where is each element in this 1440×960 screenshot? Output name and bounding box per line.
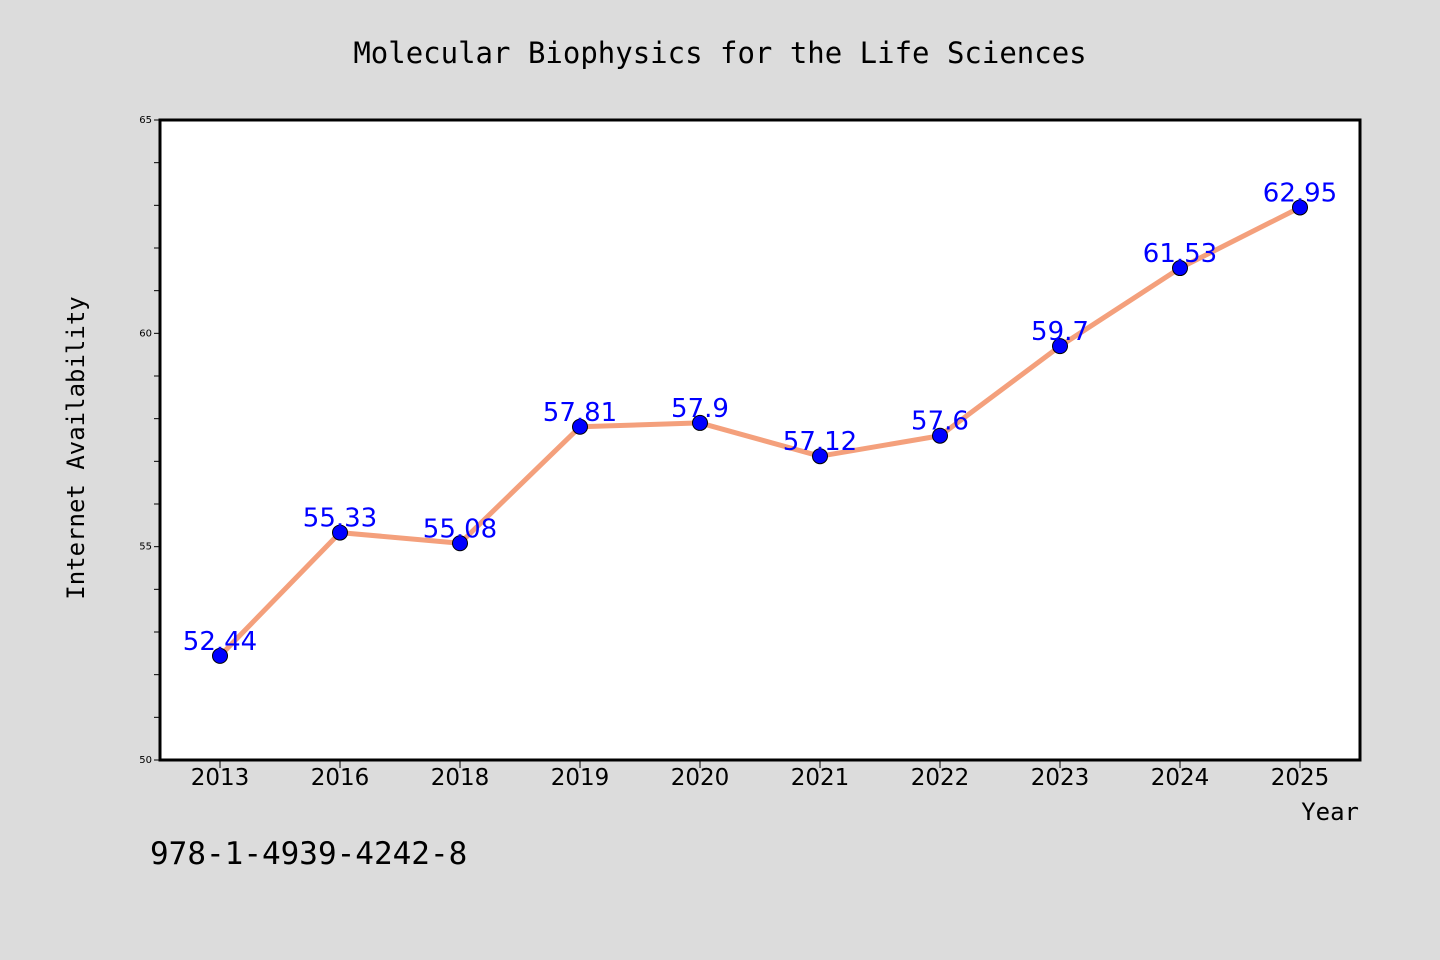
data-point	[812, 448, 828, 465]
data-point	[932, 427, 948, 444]
y-axis-title: Internet Availability	[62, 296, 90, 599]
x-tick-label: 2021	[791, 765, 850, 791]
data-label: 62.95	[1263, 178, 1337, 208]
y-tick-label: 55	[139, 542, 152, 553]
chart-title: Molecular Biophysics for the Life Scienc…	[353, 36, 1086, 70]
x-axis: 2013 2016 2018 2019 2020 2021 2022 2023 2024 2025	[191, 760, 1330, 791]
y-tick-label: 50	[139, 755, 152, 766]
data-label: 55.33	[303, 504, 377, 534]
x-tick-label: 2016	[311, 765, 370, 791]
x-tick-label: 2020	[671, 765, 730, 791]
x-tick-label: 2025	[1271, 765, 1330, 791]
data-label: 59.7	[1031, 317, 1089, 347]
data-label: 61.53	[1143, 239, 1217, 269]
y-tick-label: 65	[139, 115, 152, 126]
data-label: 57.9	[671, 394, 729, 424]
data-label: 55.08	[423, 514, 497, 544]
data-point	[332, 524, 348, 541]
isbn-footnote: 978-1-4939-4242-8	[150, 836, 467, 872]
data-point	[1292, 199, 1308, 216]
data-labels: 52.44 55.33 55.08 57.81 57.9 57.12 57.6 59.7 61.…	[183, 178, 1337, 656]
data-label: 52.44	[183, 627, 257, 657]
x-tick-label: 2024	[1151, 765, 1210, 791]
data-point	[1172, 260, 1188, 277]
data-point	[452, 535, 468, 552]
x-tick-label: 2013	[191, 765, 250, 791]
data-point	[1052, 338, 1068, 355]
y-axis: 50 55 60 65	[139, 115, 160, 766]
data-point	[572, 418, 588, 435]
x-tick-label: 2022	[911, 765, 970, 791]
series-group	[212, 199, 1308, 664]
y-tick-label: 60	[139, 328, 152, 339]
data-label: 57.6	[911, 407, 969, 437]
data-label: 57.12	[783, 427, 857, 457]
data-point	[692, 414, 708, 431]
x-axis-title: Year	[1301, 798, 1359, 826]
x-tick-label: 2018	[431, 765, 490, 791]
data-point	[212, 647, 228, 664]
series-line	[217, 204, 1303, 659]
x-tick-label: 2019	[551, 765, 610, 791]
x-tick-label: 2023	[1031, 765, 1090, 791]
data-label: 57.81	[543, 398, 617, 428]
